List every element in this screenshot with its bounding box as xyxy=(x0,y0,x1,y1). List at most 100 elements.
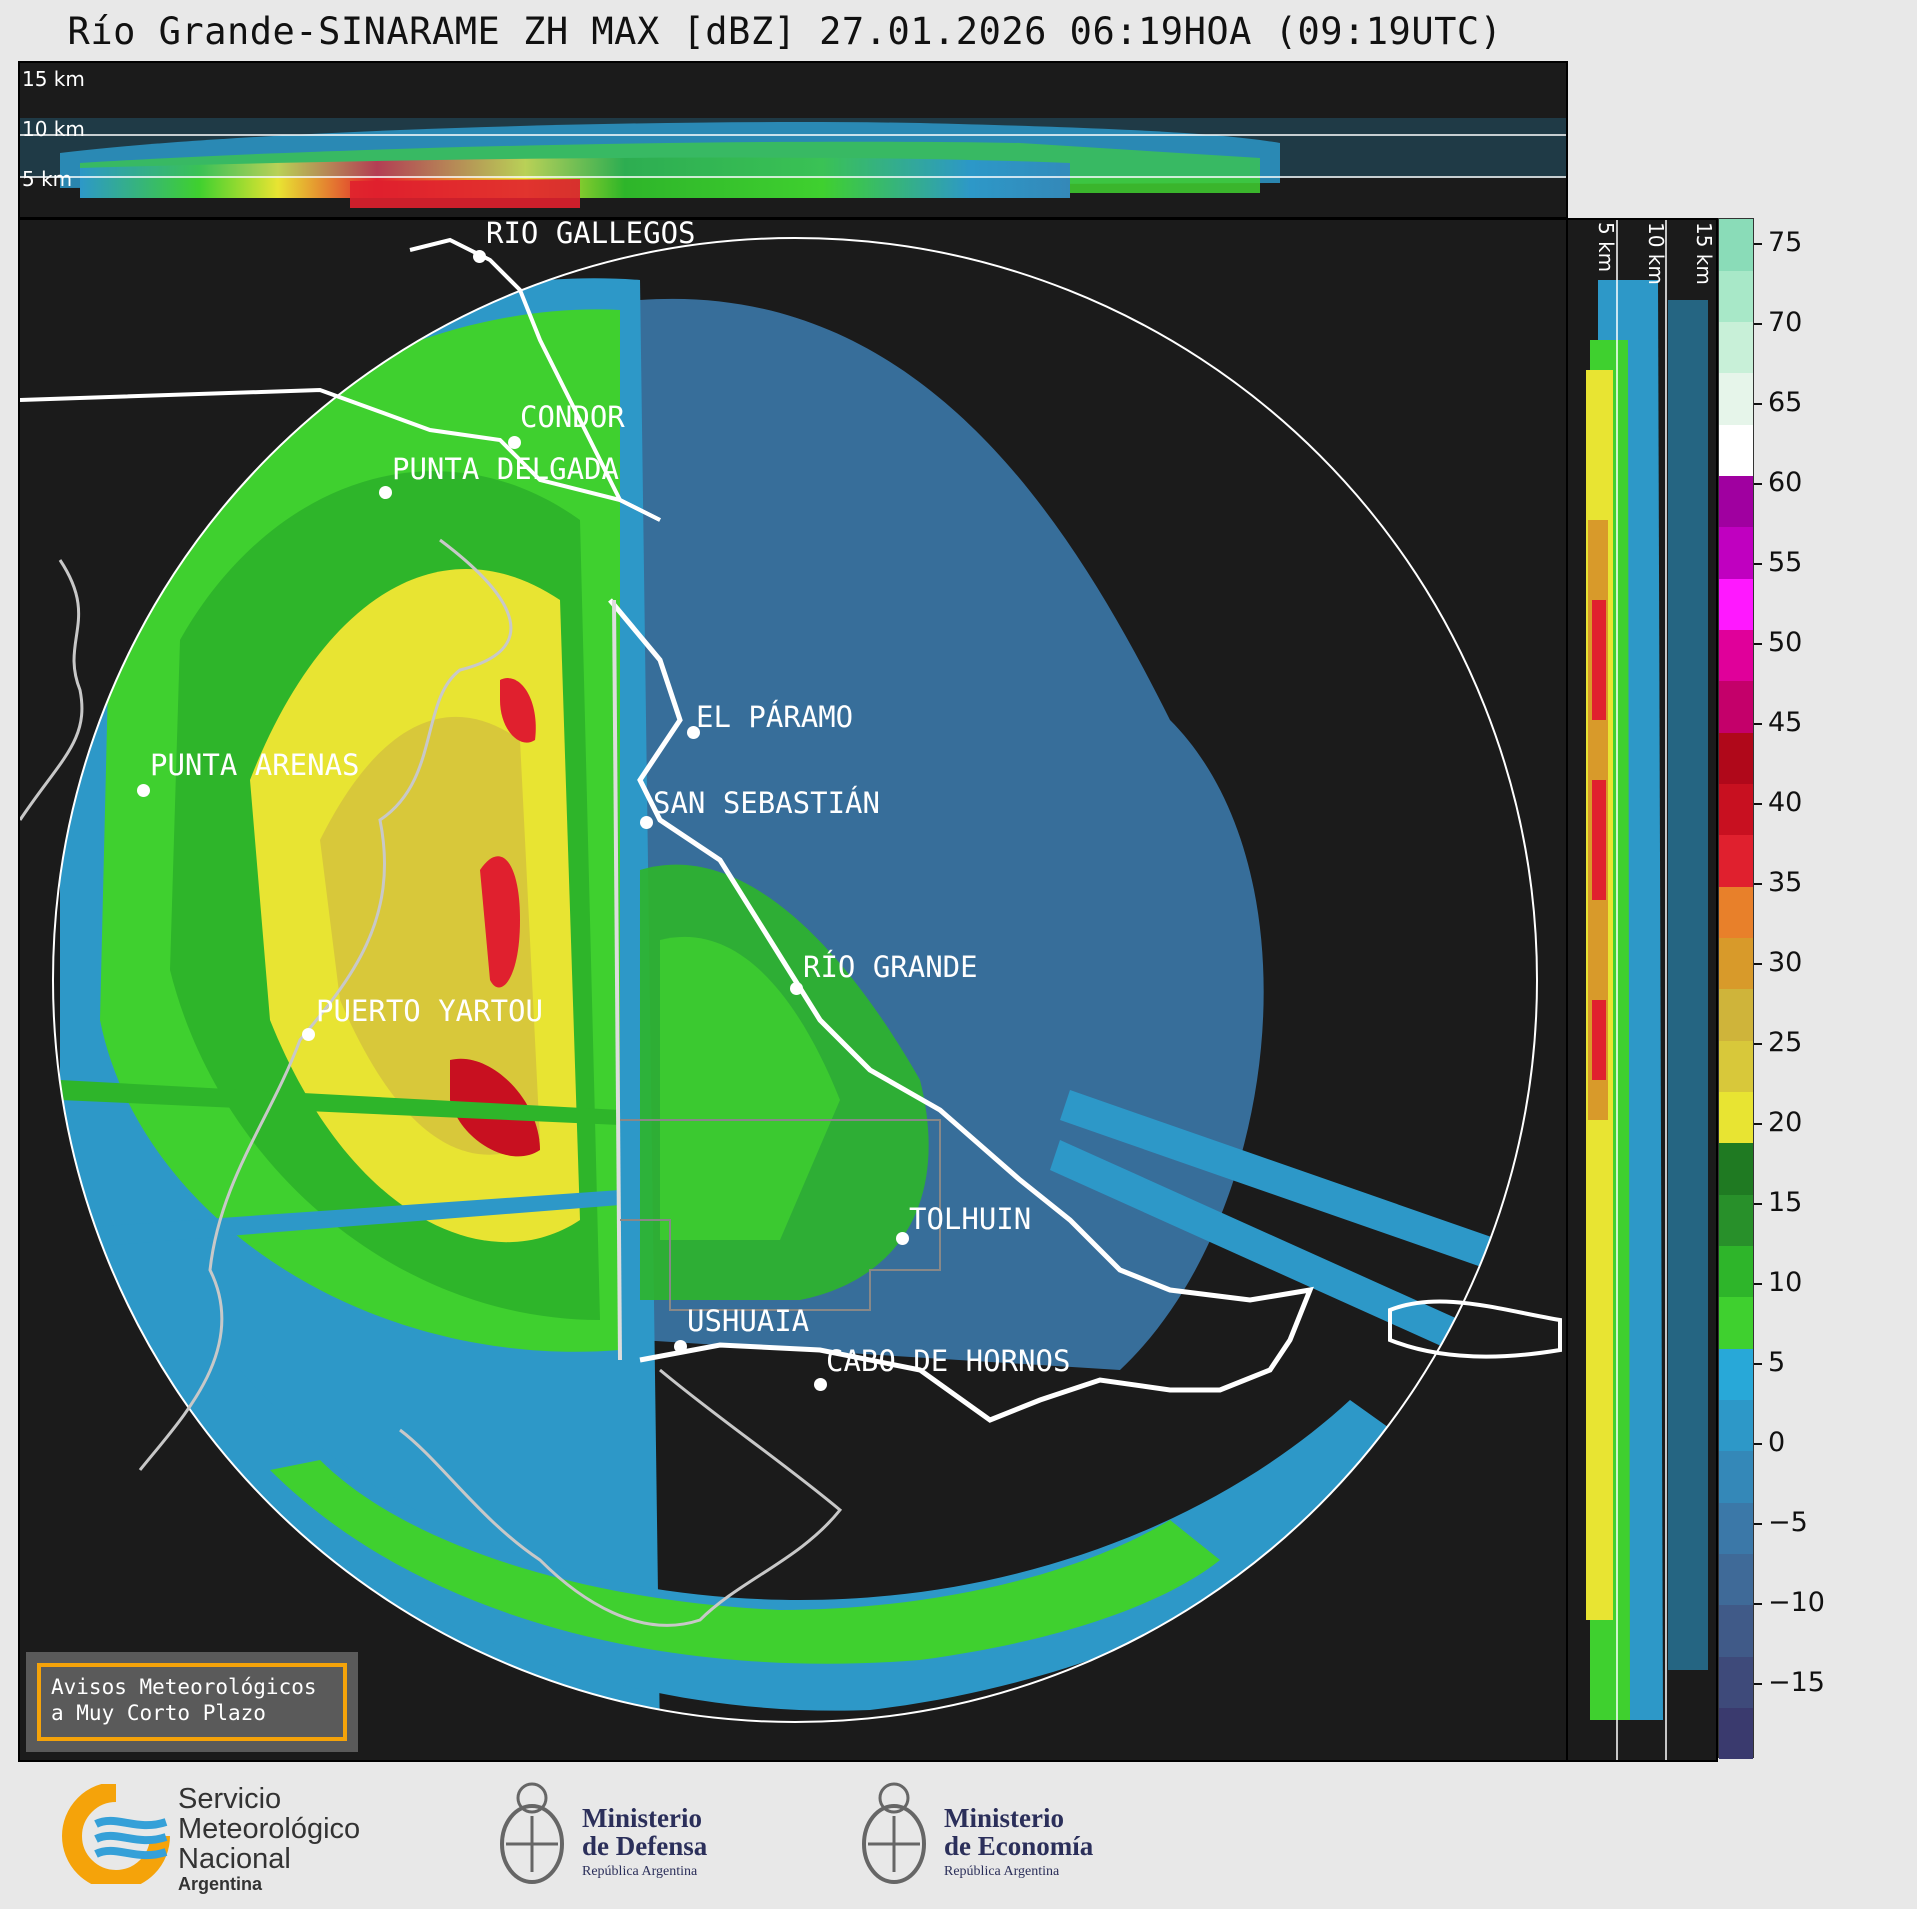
city-label-puerto-yartou: PUERTO YARTOU xyxy=(316,994,543,1028)
colorbar-segment xyxy=(1719,270,1753,323)
colorbar-segment xyxy=(1719,937,1753,990)
radar-reflectivity-graphic xyxy=(20,237,1562,1723)
city-label-punta-delgada: PUNTA DELGADA xyxy=(392,452,619,486)
colorbar-tick xyxy=(1754,1123,1762,1125)
avisos-frame: Avisos Meteorológicos a Muy Corto Plazo xyxy=(37,1663,347,1741)
smn-line-2: Meteorológico xyxy=(178,1813,361,1845)
colorbar-tick-label: 45 xyxy=(1768,707,1803,738)
top-height-label-10km: 10 km xyxy=(22,117,85,141)
city-dot-tolhuin xyxy=(896,1232,909,1245)
colorbar-segment xyxy=(1719,1656,1753,1709)
colorbar-segment xyxy=(1719,835,1753,887)
colorbar-segment xyxy=(1719,1297,1753,1349)
economia-line-2: de Economía xyxy=(944,1831,1094,1861)
city-dot-rio-grande xyxy=(790,982,803,995)
colorbar-tick-label: 0 xyxy=(1768,1427,1786,1458)
defensa-wordmark: Ministerio de Defensa República Argentin… xyxy=(582,1804,707,1880)
colorbar-tick-label: 50 xyxy=(1768,627,1803,658)
colorbar-segment xyxy=(1719,1707,1753,1760)
top-height-label-5km: 5 km xyxy=(22,167,73,191)
colorbar-segment xyxy=(1719,886,1753,939)
side-cross-section-panel: 5 km 10 km 15 km xyxy=(1566,218,1718,1762)
colorbar-tick xyxy=(1754,1363,1762,1365)
avisos-button[interactable]: Avisos Meteorológicos a Muy Corto Plazo xyxy=(26,1652,358,1752)
colorbar-segment xyxy=(1719,373,1753,425)
colorbar-tick xyxy=(1754,883,1762,885)
colorbar-tick-label: 55 xyxy=(1768,547,1803,578)
city-dot-el-paramo xyxy=(687,726,700,739)
colorbar-segment xyxy=(1719,321,1753,374)
colorbar-segment xyxy=(1719,1502,1753,1555)
colorbar-segment xyxy=(1719,783,1753,836)
city-dot-condor xyxy=(508,436,521,449)
side-height-label-10km: 10 km xyxy=(1644,222,1668,285)
colorbar-tick xyxy=(1754,243,1762,245)
colorbar-segment xyxy=(1719,1553,1753,1606)
city-dot-cabo-de-hornos xyxy=(814,1378,827,1391)
colorbar-tick xyxy=(1754,1203,1762,1205)
colorbar-tick xyxy=(1754,1603,1762,1605)
city-dot-rio-gallegos xyxy=(473,250,486,263)
colorbar-tick-label: 65 xyxy=(1768,387,1803,418)
colorbar-tick xyxy=(1754,1443,1762,1445)
economia-line-1: Ministerio xyxy=(944,1803,1064,1833)
colorbar-tick-label: −10 xyxy=(1768,1587,1825,1618)
defensa-line-2: de Defensa xyxy=(582,1831,708,1861)
colorbar-segment xyxy=(1719,1399,1753,1452)
city-dot-san-sebastian xyxy=(640,816,653,829)
colorbar-tick-label: 10 xyxy=(1768,1267,1803,1298)
colorbar-segment xyxy=(1719,1143,1753,1195)
top-height-label-15km: 15 km xyxy=(22,67,85,91)
city-dot-ushuaia xyxy=(674,1340,687,1353)
colorbar-segment xyxy=(1719,1348,1753,1401)
economia-wordmark: Ministerio de Economía República Argenti… xyxy=(944,1804,1093,1880)
colorbar-tick-label: 60 xyxy=(1768,467,1803,498)
colorbar-segment xyxy=(1719,1091,1753,1144)
economia-line-3: República Argentina xyxy=(944,1864,1060,1879)
colorbar-tick xyxy=(1754,563,1762,565)
colorbar-segment xyxy=(1719,989,1753,1041)
colorbar-tick-label: 75 xyxy=(1768,227,1803,258)
colorbar-tick xyxy=(1754,1683,1762,1685)
city-label-condor: CONDOR xyxy=(520,400,625,434)
colorbar-segment xyxy=(1719,1451,1753,1503)
colorbar-tick xyxy=(1754,403,1762,405)
colorbar-tick xyxy=(1754,643,1762,645)
colorbar-segment xyxy=(1719,681,1753,733)
colorbar-segment xyxy=(1719,1040,1753,1093)
chart-title: Río Grande-SINARAME ZH MAX [dBZ] 27.01.2… xyxy=(67,10,1503,53)
avisos-line-2: a Muy Corto Plazo xyxy=(51,1701,266,1725)
dbz-colorbar xyxy=(1718,218,1754,1760)
smn-logo-icon xyxy=(62,1784,170,1884)
avisos-line-1: Avisos Meteorológicos xyxy=(51,1675,317,1699)
smn-line-4: Argentina xyxy=(178,1874,263,1894)
colorbar-tick xyxy=(1754,1523,1762,1525)
colorbar-tick-label: 40 xyxy=(1768,787,1803,818)
city-label-cabo-de-hornos: CABO DE HORNOS xyxy=(826,1344,1071,1378)
colorbar-segment xyxy=(1719,424,1753,477)
colorbar-segment xyxy=(1719,527,1753,579)
smn-line-1: Servicio xyxy=(178,1783,282,1815)
top-cross-section-graphic xyxy=(20,118,1566,208)
city-label-tolhuin: TOLHUIN xyxy=(909,1202,1032,1236)
colorbar-tick-label: 35 xyxy=(1768,867,1803,898)
city-label-ushuaia: USHUAIA xyxy=(687,1304,810,1338)
smn-line-3: Nacional xyxy=(178,1843,291,1875)
side-cross-section-graphic xyxy=(1586,220,1708,1760)
defensa-line-1: Ministerio xyxy=(582,1803,702,1833)
top-cross-section-panel: 15 km 10 km 5 km xyxy=(18,61,1568,219)
side-height-label-5km: 5 km xyxy=(1594,222,1618,273)
colorbar-tick xyxy=(1754,1043,1762,1045)
radar-map: RÍO GALLEGOS CONDOR PUNTA DELGADA PUNTA … xyxy=(18,218,1568,1762)
city-label-rio-gallegos: RÍO GALLEGOS xyxy=(486,218,696,250)
city-label-san-sebastian: SAN SEBASTIÁN xyxy=(653,786,880,820)
colorbar-segment xyxy=(1719,578,1753,631)
defensa-coat-of-arms-icon xyxy=(500,1782,564,1884)
colorbar-tick-label: 30 xyxy=(1768,947,1803,978)
colorbar-segment xyxy=(1719,732,1753,785)
city-label-punta-arenas: PUNTA ARENAS xyxy=(150,748,360,782)
city-label-rio-grande: RÍO GRANDE xyxy=(803,950,978,984)
colorbar-tick xyxy=(1754,803,1762,805)
colorbar-tick xyxy=(1754,483,1762,485)
colorbar-segment xyxy=(1719,1194,1753,1247)
